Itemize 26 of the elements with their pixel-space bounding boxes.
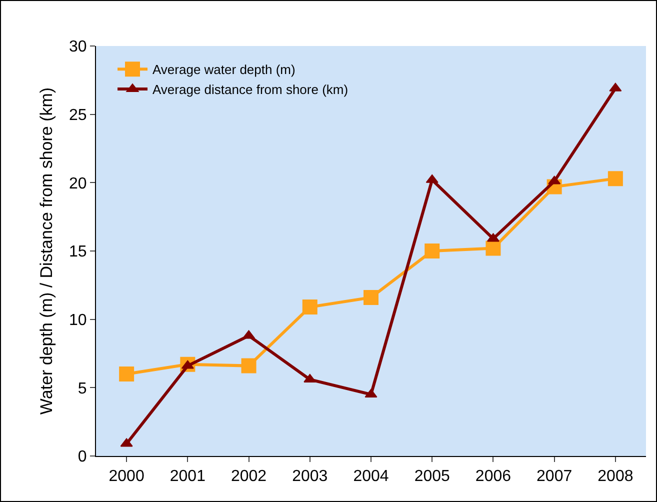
x-tick-label: 2008 xyxy=(598,468,634,486)
y-tick-label: 30 xyxy=(69,38,87,56)
x-tick-label: 2001 xyxy=(170,468,206,486)
point xyxy=(119,366,134,382)
x-tick-label: 2002 xyxy=(230,468,267,486)
x-tick-label: 2006 xyxy=(475,468,512,486)
point xyxy=(486,240,501,256)
x-tick-label: 2003 xyxy=(292,468,328,486)
point xyxy=(302,300,318,315)
y-tick-label: 20 xyxy=(69,175,87,192)
x-tick-label: 2007 xyxy=(536,468,572,486)
y-tick-label: 15 xyxy=(69,244,87,261)
y-tick-label: 5 xyxy=(78,380,87,398)
y-tick-label: 10 xyxy=(69,312,87,329)
y-axis-title: Water depth (m) / Distance from shore (km) xyxy=(37,87,56,415)
x-tick-label: 2004 xyxy=(353,468,389,486)
y-tick-label: 0 xyxy=(78,448,87,466)
point xyxy=(608,171,623,186)
legend-label: Average water depth (m) xyxy=(152,62,296,78)
point xyxy=(241,358,256,374)
y-tick-label: 25 xyxy=(69,106,87,124)
point xyxy=(364,290,378,305)
legend-label: Average distance from shore (km) xyxy=(152,82,348,98)
point xyxy=(424,244,440,258)
x-tick-label: 2000 xyxy=(108,468,144,486)
x-tick-label: 2005 xyxy=(414,468,450,486)
